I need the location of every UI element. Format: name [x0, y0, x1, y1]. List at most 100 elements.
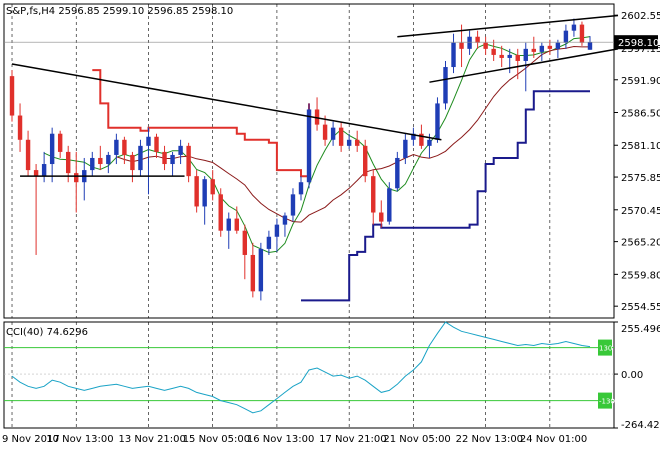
x-tick-label: 16 Nov 13:00 [247, 434, 314, 445]
candle [403, 133, 408, 165]
candle [218, 188, 223, 237]
candle-body [539, 45, 545, 52]
candle [106, 151, 111, 174]
candle-body [178, 145, 183, 155]
candle-body [57, 133, 63, 152]
candle [17, 103, 23, 152]
candle [162, 145, 167, 171]
candle [146, 127, 151, 195]
cci-line [11, 321, 591, 414]
candle [290, 188, 296, 222]
candle [443, 60, 448, 110]
candle-body [475, 36, 480, 43]
candle-body [435, 103, 440, 140]
candle [587, 36, 593, 50]
candle-body [419, 133, 424, 146]
candle-body [282, 215, 288, 225]
candle-body [579, 24, 585, 43]
candle-body [531, 48, 537, 52]
candle-body [146, 136, 151, 146]
y-tick-label: 2602.55 [621, 11, 660, 22]
candle-body [338, 127, 344, 146]
candle-body [154, 136, 159, 152]
candle [33, 164, 39, 255]
candle [282, 212, 288, 237]
cci-y-tick-label: 0.00 [621, 370, 643, 381]
candle-body [459, 42, 464, 49]
current-price-tag [614, 35, 658, 50]
candle [154, 133, 159, 158]
upper-band-line [92, 69, 310, 178]
candle [387, 182, 392, 225]
candle [170, 151, 175, 177]
candle-body [427, 139, 432, 146]
candle-body [33, 170, 39, 177]
symbol-label: S&P,fs,H4 2596.85 2599.10 2596.85 2598.1… [6, 6, 233, 17]
candle-body [65, 151, 71, 174]
candle-body [507, 54, 512, 58]
candle [138, 139, 143, 177]
candle-body [587, 42, 593, 50]
candle [322, 115, 328, 146]
candle [226, 212, 231, 249]
candle-body [411, 133, 416, 140]
candle-body [90, 157, 95, 171]
candle-body [202, 179, 207, 207]
candle-body [170, 154, 175, 165]
candle [49, 127, 55, 183]
candle [250, 242, 256, 298]
candle-body [467, 36, 472, 49]
candle [130, 151, 135, 183]
lower-band-line [301, 90, 590, 302]
candle [571, 18, 577, 37]
candle-body [363, 145, 368, 177]
cci-label: CCI(40) 74.6296 [6, 327, 88, 338]
trendline-channel-top [397, 14, 619, 38]
y-tick-label: 2575.85 [621, 173, 660, 184]
cci-y-tick-label: 255.496 [621, 324, 660, 335]
y-tick-label: 2597.15 [621, 44, 660, 55]
candle [395, 151, 400, 192]
cci-level-label: 130 [599, 345, 612, 353]
candle-body [274, 224, 280, 237]
candle-body [330, 127, 336, 140]
candle [379, 200, 384, 228]
candle [555, 39, 561, 58]
candle [90, 151, 95, 177]
candle [266, 230, 272, 255]
candle-body [138, 145, 143, 171]
candle-body [290, 194, 296, 216]
x-tick-label: 17 Nov 21:00 [319, 434, 386, 445]
candle [122, 136, 127, 165]
candle [451, 33, 456, 74]
cci-panel-frame [3, 321, 615, 429]
candle [346, 133, 352, 149]
candle-body [186, 145, 191, 177]
y-tick-label: 2591.90 [621, 76, 660, 87]
candle-body [547, 45, 553, 49]
candle-body [74, 173, 79, 183]
x-tick-label: 24 Nov 01:00 [520, 434, 587, 445]
candle-body [491, 48, 496, 55]
candle-body [555, 42, 561, 49]
cci-y-tick-label: -264.4208 [621, 420, 660, 431]
candle [25, 130, 31, 177]
candle [435, 97, 440, 143]
candle [330, 121, 336, 146]
candle-body [122, 139, 127, 155]
candle [74, 151, 79, 213]
candle [306, 103, 312, 189]
candle-body [563, 30, 569, 43]
candle-body [226, 218, 231, 231]
cci-level-tag [598, 339, 612, 356]
candle [499, 45, 504, 68]
trendline-channel-bottom [429, 48, 619, 83]
candle [98, 145, 103, 171]
candle [579, 21, 585, 46]
x-tick-label: 13 Nov 21:00 [118, 434, 185, 445]
x-tick-label: 10 Nov 13:00 [46, 434, 113, 445]
candle-body [234, 218, 239, 231]
candle [507, 48, 512, 74]
candle-body [515, 54, 520, 61]
